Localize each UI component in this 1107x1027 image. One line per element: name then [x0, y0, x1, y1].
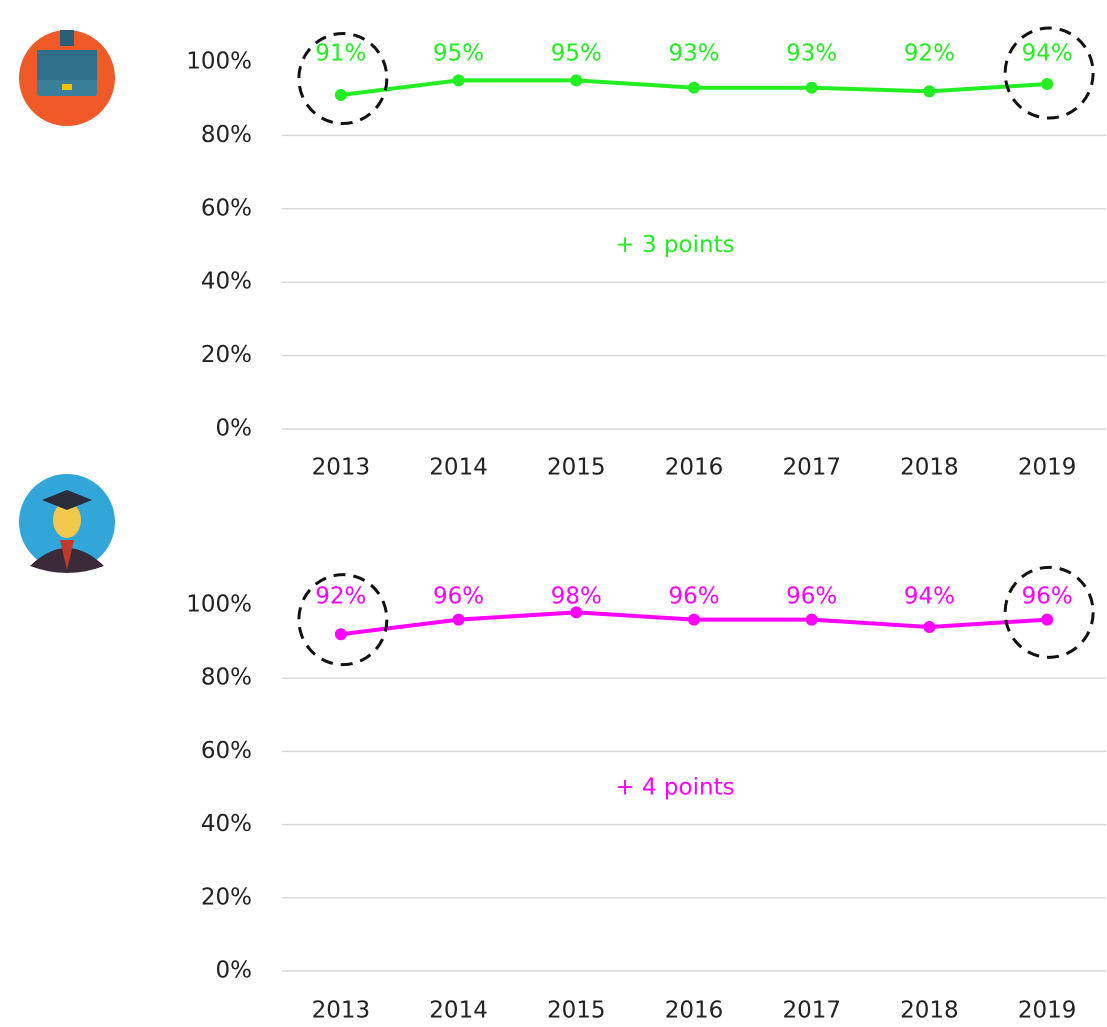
x-tick-label: 2019	[1018, 998, 1077, 1024]
point	[923, 85, 936, 98]
point	[805, 613, 818, 626]
y-tick-label: 40%	[201, 269, 252, 295]
y-tick-label: 20%	[201, 342, 252, 368]
value-label: 92%	[315, 584, 366, 610]
point	[570, 606, 583, 619]
point	[570, 74, 583, 87]
point	[1041, 78, 1054, 91]
x-tick-label: 2015	[547, 998, 606, 1024]
annotation: + 4 points	[615, 775, 734, 801]
value-label: 96%	[433, 584, 484, 610]
y-tick-label: 80%	[201, 665, 252, 691]
point	[452, 74, 465, 87]
y-tick-label: 0%	[216, 416, 253, 442]
point	[334, 89, 347, 102]
point	[688, 613, 700, 626]
point	[923, 620, 936, 633]
y-tick-label: 60%	[201, 738, 252, 764]
x-tick-label: 2016	[665, 998, 724, 1024]
value-label: 95%	[433, 41, 484, 67]
highlight-circle	[297, 573, 389, 667]
point	[452, 613, 465, 626]
x-tick-label: 2017	[782, 455, 841, 481]
y-tick-label: 0%	[216, 958, 253, 984]
x-tick-label: 2019	[1018, 455, 1077, 481]
value-label: 93%	[786, 41, 837, 67]
value-label: 96%	[786, 584, 837, 610]
highlight-circle	[1003, 565, 1095, 659]
briefcase-icon	[19, 30, 115, 126]
value-label: 91%	[315, 41, 366, 67]
x-tick-label: 2014	[429, 455, 488, 481]
value-label: 94%	[904, 584, 955, 610]
point	[688, 81, 700, 94]
y-tick-label: 20%	[201, 884, 252, 910]
x-tick-label: 2016	[665, 455, 724, 481]
value-label: 92%	[904, 41, 955, 67]
value-label: 96%	[1022, 584, 1073, 610]
y-tick-label: 100%	[186, 592, 252, 618]
point	[805, 81, 818, 94]
value-label: 93%	[668, 41, 719, 67]
x-tick-label: 2013	[312, 455, 371, 481]
y-tick-label: 80%	[201, 122, 252, 148]
value-label: 94%	[1022, 41, 1073, 67]
x-tick-label: 2018	[900, 455, 959, 481]
x-tick-label: 2015	[547, 455, 606, 481]
y-tick-label: 60%	[201, 195, 252, 221]
highlight-circle	[297, 32, 389, 126]
value-label: 98%	[551, 584, 602, 610]
highlight-circle	[1003, 26, 1095, 120]
x-tick-label: 2013	[312, 998, 371, 1024]
graduate-icon	[19, 474, 115, 573]
x-tick-label: 2017	[782, 998, 841, 1024]
x-tick-label: 2014	[429, 998, 488, 1024]
value-label: 95%	[551, 41, 602, 67]
value-label: 96%	[668, 584, 719, 610]
x-tick-label: 2018	[900, 998, 959, 1024]
y-tick-label: 40%	[201, 811, 252, 837]
y-tick-label: 100%	[186, 49, 252, 75]
point	[334, 628, 347, 641]
annotation: + 3 points	[615, 232, 734, 258]
point	[1041, 613, 1054, 626]
